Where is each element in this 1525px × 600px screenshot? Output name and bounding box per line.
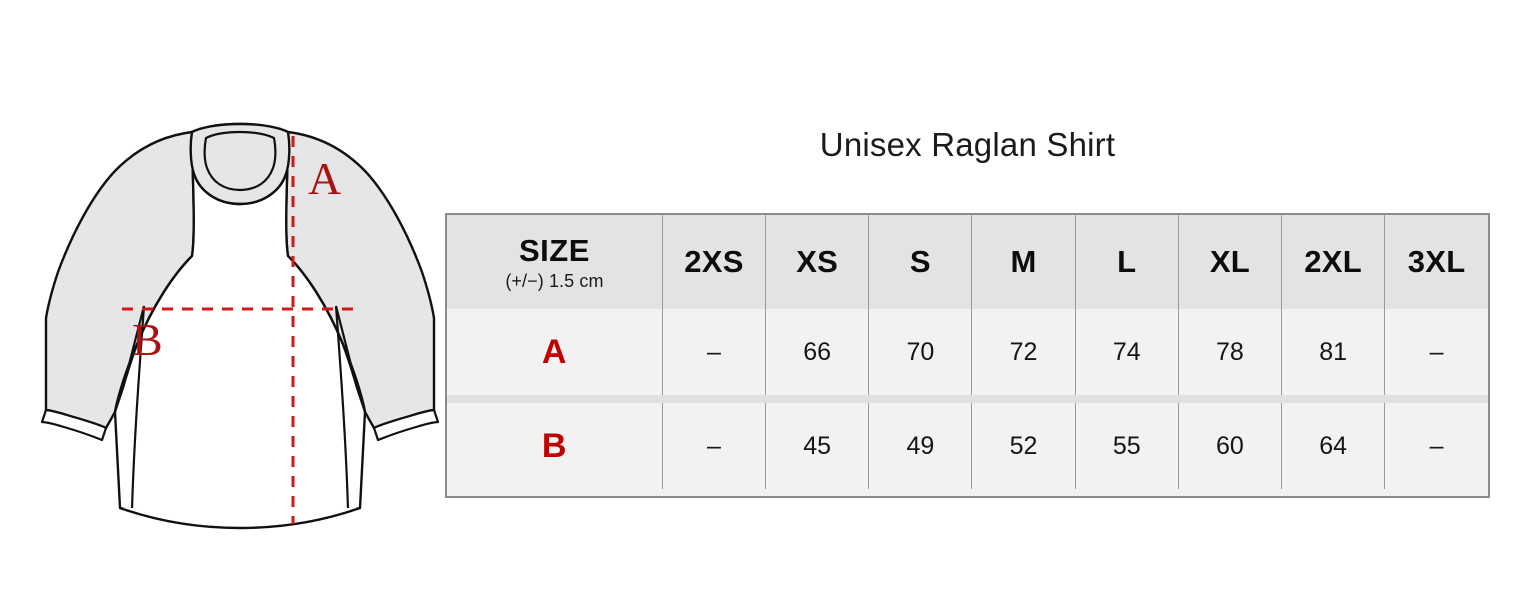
cell-a-m: 72 <box>971 309 1076 395</box>
measurement-key-a: A <box>447 309 663 395</box>
cell-b-s: 49 <box>868 403 973 489</box>
measurement-label-a: A <box>308 153 341 204</box>
measurement-label-b: B <box>132 314 163 365</box>
neckline-front <box>192 173 288 206</box>
measurement-key-b: B <box>447 403 663 489</box>
right-underarm-seam <box>334 305 367 413</box>
cell-b-xl: 60 <box>1177 403 1283 489</box>
size-header-l: L <box>1074 215 1179 309</box>
raglan-shirt-diagram: A B <box>40 122 440 530</box>
cell-b-3xl: – <box>1384 403 1488 489</box>
cell-b-xs: 45 <box>765 403 870 489</box>
size-header-2xl: 2XL <box>1281 215 1386 309</box>
size-tolerance-label: (+/−) 1.5 cm <box>505 270 604 291</box>
cell-a-2xl: 81 <box>1281 309 1386 395</box>
cell-a-2xs: – <box>661 309 767 395</box>
table-row: A –66 70 72 74 78 81– <box>447 309 1488 395</box>
bottom-hem <box>119 506 361 530</box>
size-header-xl: XL <box>1177 215 1283 309</box>
size-header-label: SIZE <box>519 232 590 268</box>
cell-a-xl: 78 <box>1177 309 1283 395</box>
row-separator-cell <box>447 395 1488 403</box>
right-sleeve-cuff <box>372 408 440 442</box>
header-row: SIZE (+/−) 1.5 cm 2XS XS S M L XL 2XL 3XL <box>447 215 1488 309</box>
table-bottom-strip <box>447 489 1488 496</box>
size-table: SIZE (+/−) 1.5 cm 2XS XS S M L XL 2XL 3XL A –66 7… <box>447 215 1488 496</box>
table-bottom-strip-cell <box>447 489 1488 496</box>
right-side-seam <box>334 305 350 511</box>
cell-a-xs: 66 <box>765 309 870 395</box>
collar-inner <box>203 130 277 192</box>
left-sleeve-cuff <box>40 408 108 442</box>
size-header-m: M <box>971 215 1076 309</box>
cell-b-2xs: – <box>661 403 767 489</box>
left-side-seam <box>130 305 146 511</box>
cell-a-s: 70 <box>868 309 973 395</box>
size-table-body: A –66 70 72 74 78 81– B –45 49 52 55 60 64– <box>447 309 1488 496</box>
row-separator <box>447 395 1488 403</box>
cell-b-l: 55 <box>1074 403 1179 489</box>
cell-b-m: 52 <box>971 403 1076 489</box>
size-table-container: SIZE (+/−) 1.5 cm 2XS XS S M L XL 2XL 3XL A –66 7… <box>445 213 1490 498</box>
page-title: Unisex Raglan Shirt <box>819 126 1116 163</box>
left-underarm-seam <box>113 305 146 413</box>
size-header-3xl: 3XL <box>1384 215 1488 309</box>
size-header-s: S <box>868 215 973 309</box>
cell-a-3xl: – <box>1384 309 1488 395</box>
size-chart-panel: Unisex Raglan Shirt SIZE (+/−) 1.5 cm 2X… <box>445 125 1490 500</box>
size-header-2xs: 2XS <box>661 215 767 309</box>
table-row: B –45 49 52 55 60 64– <box>447 403 1488 489</box>
cell-a-l: 74 <box>1074 309 1179 395</box>
size-header-cell: SIZE (+/−) 1.5 cm <box>447 215 663 309</box>
garment-illustration: A B <box>40 110 440 530</box>
size-table-header: SIZE (+/−) 1.5 cm 2XS XS S M L XL 2XL 3XL <box>447 215 1488 309</box>
cell-b-2xl: 64 <box>1281 403 1386 489</box>
size-header-xs: XS <box>765 215 870 309</box>
